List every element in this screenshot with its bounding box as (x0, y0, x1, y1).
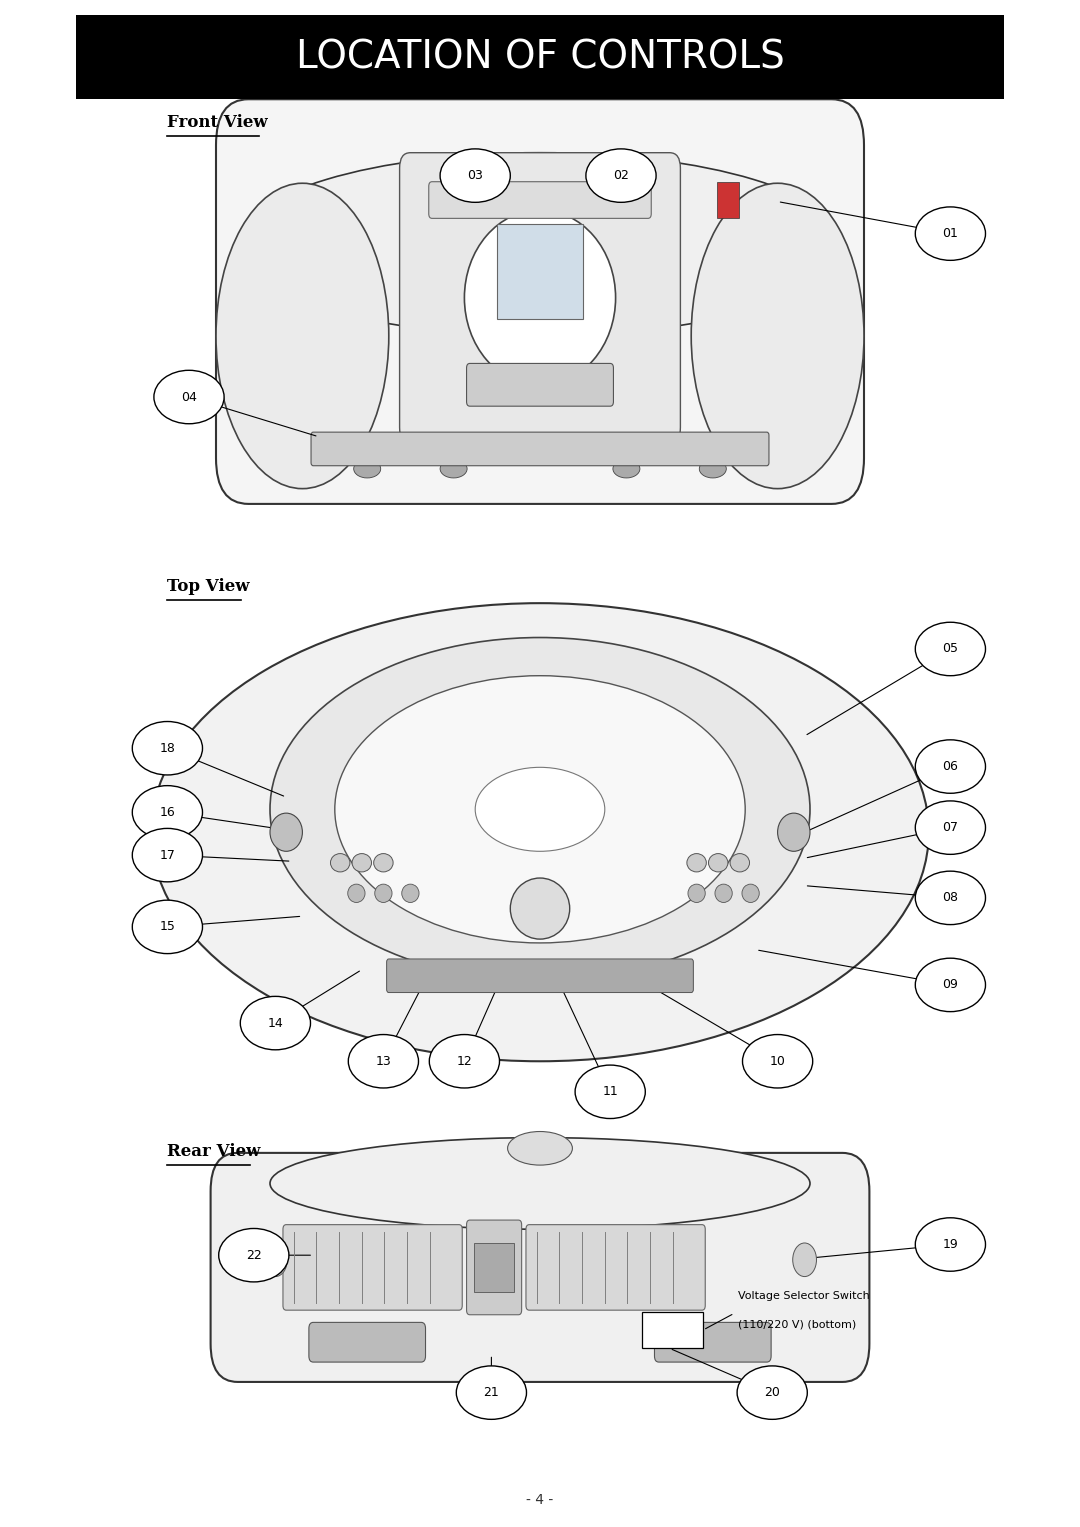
Text: 05: 05 (943, 643, 958, 655)
Text: 22: 22 (246, 1249, 261, 1261)
FancyBboxPatch shape (642, 1312, 703, 1348)
FancyBboxPatch shape (467, 1220, 522, 1315)
Text: 06: 06 (943, 760, 958, 773)
Ellipse shape (743, 1035, 813, 1087)
FancyBboxPatch shape (497, 224, 583, 319)
Ellipse shape (218, 1228, 289, 1283)
Ellipse shape (330, 854, 350, 872)
Ellipse shape (916, 800, 986, 855)
Text: 08: 08 (943, 892, 958, 904)
FancyBboxPatch shape (467, 363, 613, 406)
Ellipse shape (402, 884, 419, 902)
Ellipse shape (429, 1035, 499, 1087)
FancyBboxPatch shape (216, 99, 864, 504)
Text: LOCATION OF CONTROLS: LOCATION OF CONTROLS (296, 38, 784, 76)
Ellipse shape (715, 884, 732, 902)
Ellipse shape (270, 1138, 810, 1229)
Text: 02: 02 (613, 169, 629, 182)
Text: - 4 -: - 4 - (526, 1492, 554, 1507)
Text: 13: 13 (376, 1055, 391, 1067)
Text: 01: 01 (943, 228, 958, 240)
Ellipse shape (348, 1035, 419, 1087)
Ellipse shape (613, 460, 639, 478)
Text: Front View: Front View (167, 113, 268, 131)
Ellipse shape (133, 901, 203, 953)
Text: 11: 11 (603, 1086, 618, 1098)
Text: 14: 14 (268, 1017, 283, 1029)
Ellipse shape (575, 1066, 646, 1118)
Text: 18: 18 (160, 742, 175, 754)
Text: 20: 20 (765, 1387, 780, 1399)
Text: 12: 12 (457, 1055, 472, 1067)
Ellipse shape (916, 959, 986, 1012)
Ellipse shape (475, 767, 605, 851)
FancyBboxPatch shape (400, 153, 680, 443)
Ellipse shape (687, 854, 706, 872)
Ellipse shape (133, 785, 203, 838)
Ellipse shape (511, 878, 570, 939)
Ellipse shape (441, 460, 467, 478)
Ellipse shape (264, 1243, 287, 1277)
Ellipse shape (916, 1219, 986, 1270)
FancyBboxPatch shape (311, 432, 769, 466)
FancyBboxPatch shape (76, 15, 1004, 99)
Ellipse shape (457, 1365, 527, 1420)
Text: Voltage Selector Switch: Voltage Selector Switch (738, 1290, 869, 1301)
Ellipse shape (793, 1243, 816, 1277)
Ellipse shape (700, 460, 727, 478)
Ellipse shape (464, 209, 616, 385)
FancyBboxPatch shape (526, 1225, 705, 1310)
FancyBboxPatch shape (283, 1225, 462, 1310)
Text: 21: 21 (484, 1387, 499, 1399)
Text: 17: 17 (160, 849, 175, 861)
Ellipse shape (778, 812, 810, 852)
Text: Rear View: Rear View (167, 1142, 260, 1161)
Ellipse shape (133, 828, 203, 881)
Ellipse shape (374, 854, 393, 872)
Text: 15: 15 (160, 921, 175, 933)
Ellipse shape (742, 884, 759, 902)
Ellipse shape (354, 460, 381, 478)
Ellipse shape (916, 206, 986, 261)
Ellipse shape (916, 739, 986, 794)
FancyBboxPatch shape (717, 182, 739, 218)
Text: 16: 16 (160, 806, 175, 818)
Text: 19: 19 (943, 1238, 958, 1251)
FancyBboxPatch shape (309, 1322, 426, 1362)
FancyBboxPatch shape (429, 182, 651, 218)
Text: 03: 03 (468, 169, 483, 182)
Ellipse shape (151, 603, 929, 1061)
Text: Top View: Top View (167, 577, 249, 596)
Ellipse shape (585, 148, 657, 203)
Ellipse shape (270, 812, 302, 852)
Ellipse shape (375, 884, 392, 902)
Ellipse shape (335, 675, 745, 942)
Ellipse shape (348, 884, 365, 902)
Ellipse shape (238, 153, 842, 336)
Ellipse shape (730, 854, 750, 872)
Ellipse shape (441, 148, 511, 203)
Ellipse shape (240, 996, 311, 1051)
Text: (110/220 V) (bottom): (110/220 V) (bottom) (738, 1319, 855, 1330)
Text: 07: 07 (943, 822, 958, 834)
FancyBboxPatch shape (387, 959, 693, 993)
Text: 10: 10 (770, 1055, 785, 1067)
Ellipse shape (153, 370, 225, 423)
Ellipse shape (916, 623, 986, 675)
Ellipse shape (352, 854, 372, 872)
Ellipse shape (916, 870, 986, 925)
Ellipse shape (708, 854, 728, 872)
FancyBboxPatch shape (654, 1322, 771, 1362)
Ellipse shape (508, 1132, 572, 1165)
Ellipse shape (737, 1365, 807, 1420)
FancyBboxPatch shape (211, 1153, 869, 1382)
Ellipse shape (270, 638, 810, 980)
Ellipse shape (133, 722, 203, 774)
Text: 09: 09 (943, 979, 958, 991)
Ellipse shape (691, 183, 864, 489)
Text: 04: 04 (181, 391, 197, 403)
FancyBboxPatch shape (474, 1243, 514, 1292)
Ellipse shape (688, 884, 705, 902)
Ellipse shape (216, 183, 389, 489)
